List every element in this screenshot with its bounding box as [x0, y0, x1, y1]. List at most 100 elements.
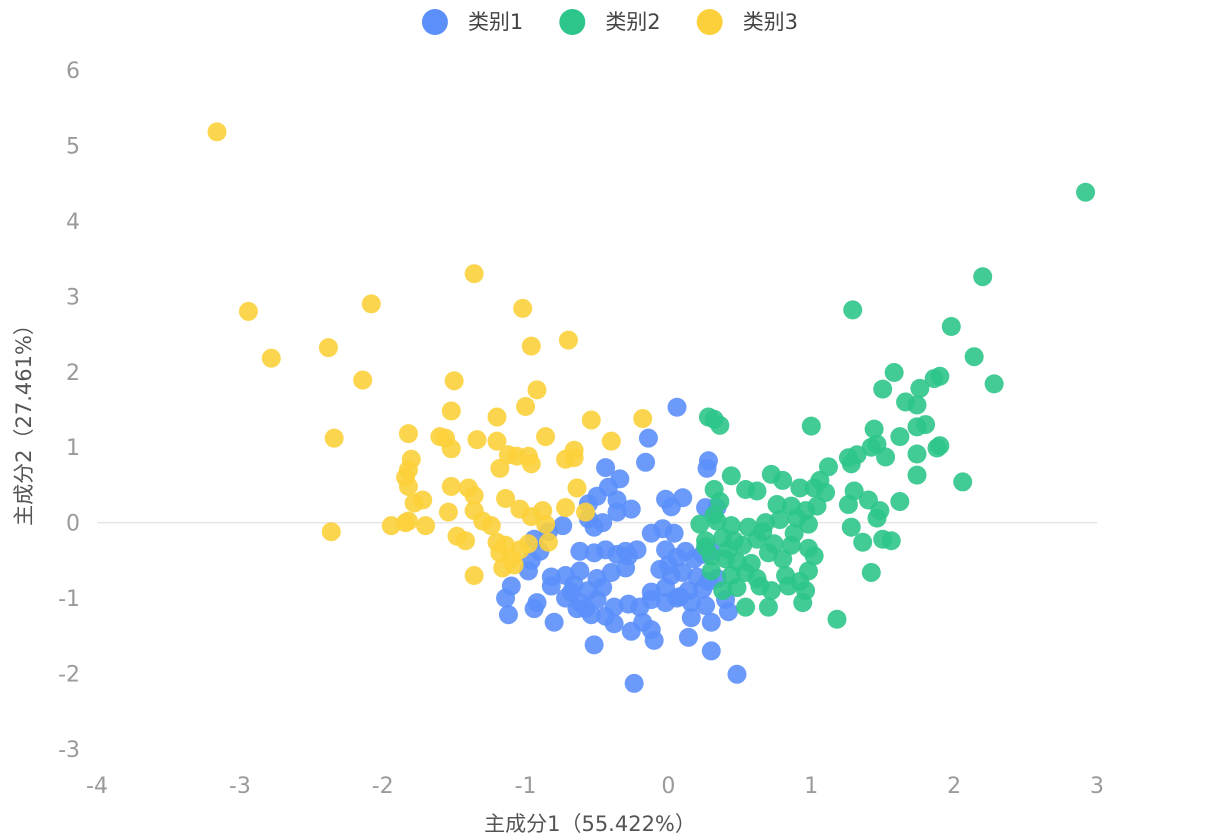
legend-marker — [559, 9, 586, 35]
data-point — [318, 338, 338, 358]
data-point — [667, 397, 687, 417]
series-3 — [207, 122, 653, 585]
data-point — [596, 458, 616, 478]
data-point — [496, 588, 516, 608]
data-point — [518, 534, 538, 554]
data-point — [481, 516, 501, 536]
data-point — [761, 581, 781, 601]
legend-item-3[interactable]: 类别3 — [696, 9, 798, 35]
y-tick-label: 1 — [66, 436, 80, 461]
data-point — [658, 555, 678, 575]
data-point — [558, 330, 578, 350]
data-point — [521, 336, 541, 356]
data-point — [767, 495, 787, 515]
data-point — [718, 602, 738, 622]
data-point — [490, 458, 510, 478]
data-point — [713, 581, 733, 601]
data-point — [581, 410, 601, 430]
data-point — [616, 541, 636, 561]
legend-label: 类别2 — [605, 10, 660, 34]
legend-item-2[interactable]: 类别2 — [559, 9, 661, 35]
data-point — [984, 374, 1004, 394]
data-point — [678, 627, 698, 647]
data-point — [536, 514, 556, 534]
data-point — [404, 493, 424, 513]
data-point — [696, 537, 716, 557]
data-point — [556, 498, 576, 518]
y-tick-label: -2 — [58, 663, 80, 688]
y-tick-label: 5 — [66, 134, 80, 159]
data-point — [353, 370, 373, 390]
data-point — [584, 517, 604, 537]
data-point — [861, 437, 881, 457]
data-point — [361, 294, 381, 314]
data-point — [576, 502, 596, 522]
data-point — [841, 517, 861, 537]
data-point — [604, 614, 624, 634]
data-point — [601, 431, 621, 451]
data-point — [841, 454, 861, 474]
data-point — [884, 363, 904, 383]
data-point — [624, 673, 644, 693]
x-axis: -4 -3 -2 -1 0 1 2 3 — [86, 774, 1104, 799]
data-point — [816, 482, 836, 502]
y-tick-label: 6 — [66, 59, 80, 84]
data-point — [544, 612, 564, 632]
data-point — [670, 587, 690, 607]
data-point — [890, 492, 910, 512]
data-point — [770, 510, 790, 530]
data-point — [758, 597, 778, 617]
data-point — [793, 593, 813, 613]
data-point — [261, 348, 281, 368]
data-point — [721, 466, 741, 486]
legend-item-1[interactable]: 类别1 — [421, 9, 523, 35]
data-point — [907, 395, 927, 415]
legend-marker — [696, 9, 723, 35]
data-point — [773, 470, 793, 490]
data-point — [907, 465, 927, 485]
data-point — [693, 579, 713, 599]
legend[interactable]: 类别1 类别2 类别3 — [421, 9, 798, 35]
data-point — [521, 454, 541, 474]
data-point — [727, 664, 747, 684]
data-point — [561, 582, 581, 602]
data-point — [498, 605, 518, 625]
data-point — [438, 502, 458, 522]
data-point — [464, 565, 484, 585]
data-point — [538, 532, 558, 552]
data-point — [881, 531, 901, 551]
data-point — [696, 596, 716, 616]
data-point — [553, 516, 573, 536]
data-point — [527, 380, 547, 400]
y-axis-title: 主成分2（27.461%） — [12, 314, 36, 526]
data-point — [861, 562, 881, 582]
data-point — [521, 507, 541, 527]
data-point — [941, 317, 961, 337]
data-point — [524, 599, 544, 619]
data-point — [827, 609, 847, 629]
data-point — [570, 541, 590, 561]
x-tick-label: -2 — [372, 774, 394, 799]
data-point — [636, 452, 656, 472]
data-point — [701, 612, 721, 632]
data-point — [381, 516, 401, 536]
data-point — [518, 561, 538, 581]
data-point — [838, 495, 858, 515]
x-tick-label: -1 — [515, 774, 537, 799]
data-point — [698, 451, 718, 471]
data-point — [633, 409, 653, 429]
data-point — [690, 514, 710, 534]
data-point — [727, 578, 747, 598]
data-point — [536, 427, 556, 447]
series-2 — [690, 182, 1096, 629]
data-point — [681, 608, 701, 628]
y-tick-label: 3 — [66, 285, 80, 310]
data-point — [607, 502, 627, 522]
data-point — [467, 430, 487, 450]
data-point — [630, 597, 650, 617]
data-point — [644, 630, 664, 650]
y-tick-label: 0 — [66, 512, 80, 537]
data-point — [513, 298, 533, 318]
data-point — [464, 264, 484, 284]
